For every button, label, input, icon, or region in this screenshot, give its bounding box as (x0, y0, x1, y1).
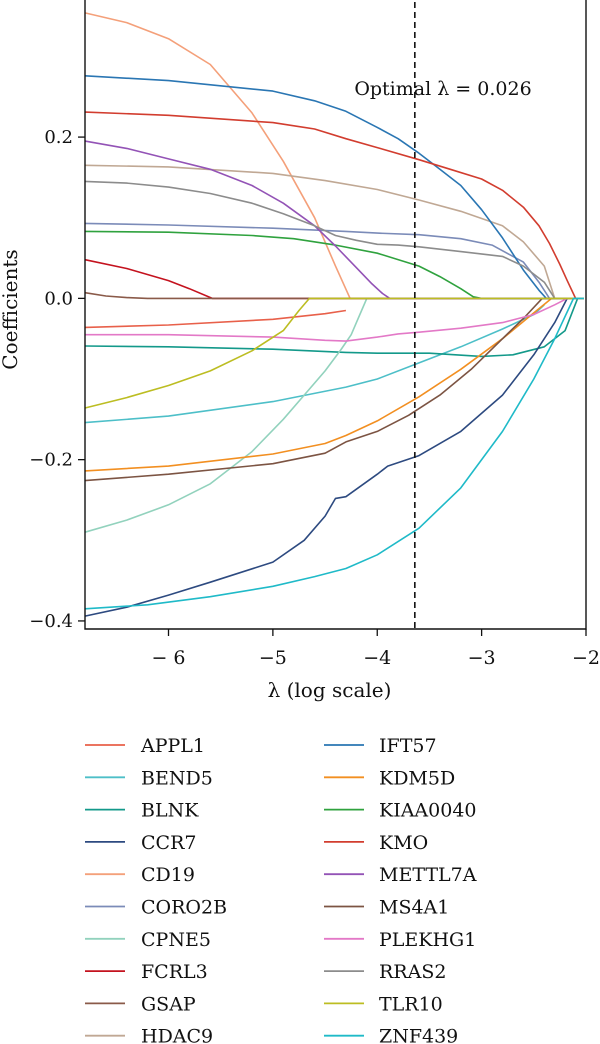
x-tick-label: −2 (572, 647, 600, 669)
legend-item-ms4a1: MS4A1 (324, 897, 449, 919)
legend-item-plekhg1: PLEKHG1 (324, 929, 476, 951)
legend-item-kiaa0040: KIAA0040 (324, 800, 477, 822)
legend-item-gsap: GSAP (85, 993, 196, 1015)
series-line-cd19 (84, 12, 584, 300)
legend-label: FCRL3 (141, 961, 208, 983)
x-tick-label: −4 (363, 647, 391, 669)
axes: − 6 −5 −4 −3 −2 −0.4 −0.2 0.0 0.2 λ (log scale) Co… (0, 0, 600, 702)
legend-label: HDAC9 (141, 1026, 213, 1044)
legend-item-hdac9: HDAC9 (85, 1026, 213, 1044)
optimal-lambda-annotation: Optimal λ = 0.026 (354, 78, 531, 100)
y-tick-label: 0.0 (44, 288, 73, 309)
series-line-coro2b (84, 222, 584, 300)
series-line-ift57 (84, 75, 584, 300)
legend-item-znf439: ZNF439 (324, 1026, 458, 1044)
legend-label: APPL1 (140, 735, 205, 757)
series-line-ms4a1 (84, 297, 584, 482)
legend-item-mettl7a: METTL7A (324, 864, 477, 886)
legend-item-ift57: IFT57 (324, 735, 437, 757)
series-line-kdm5d (84, 297, 584, 472)
legend-label: ZNF439 (379, 1026, 458, 1044)
y-tick-label: 0.2 (44, 127, 73, 148)
series-line-kmo (84, 111, 584, 300)
legend-label: PLEKHG1 (379, 929, 476, 951)
series-line-gsap (84, 291, 584, 300)
legend-label: CCR7 (141, 832, 196, 854)
series-line-kiaa0040 (84, 230, 584, 300)
legend-label: KIAA0040 (379, 800, 477, 822)
series-line-plekhg1 (85, 297, 584, 342)
legend-item-cpne5: CPNE5 (85, 929, 211, 951)
legend-label: CORO2B (141, 897, 227, 919)
series-line-znf439 (84, 297, 584, 610)
legend-item-coro2b: CORO2B (85, 897, 227, 919)
series-line-appl1 (84, 309, 347, 329)
legend-item-fcrl3: FCRL3 (85, 961, 208, 983)
legend-item-bend5: BEND5 (85, 767, 213, 789)
x-tick-label: − 6 (151, 647, 185, 669)
y-tick-label: −0.2 (29, 450, 73, 471)
legend-label: GSAP (141, 993, 196, 1015)
legend-item-rras2: RRAS2 (324, 961, 446, 983)
legend-item-appl1: APPL1 (85, 735, 205, 757)
legend-label: BLNK (141, 800, 199, 822)
legend-item-ccr7: CCR7 (85, 832, 196, 854)
series-line-bend5 (84, 304, 545, 424)
legend-label: IFT57 (379, 735, 437, 757)
x-tick-label: −5 (259, 647, 287, 669)
legend-item-kmo: KMO (324, 832, 428, 854)
series-line-hdac9 (84, 164, 584, 300)
series-line-rras2 (84, 180, 584, 300)
series-line-ccr7 (84, 297, 584, 617)
plot-area: Optimal λ = 0.026 (84, 2, 584, 629)
series-line-mettl7a (84, 140, 584, 300)
plot-frame (84, 0, 587, 630)
legend-label: METTL7A (379, 864, 477, 886)
legend-label: RRAS2 (379, 961, 446, 983)
legend-label: BEND5 (141, 767, 213, 789)
x-axis-label: λ (log scale) (268, 678, 392, 702)
legend-label: CPNE5 (141, 929, 211, 951)
legend: APPL1 BEND5 BLNK CCR7 CD19 CORO2B CPNE5 FCRL3 GS… (85, 735, 477, 1044)
legend-label: CD19 (141, 864, 195, 886)
y-tick-label: −0.4 (29, 611, 73, 632)
y-axis-label: Coefficients (0, 249, 22, 369)
legend-item-tlr10: TLR10 (324, 993, 443, 1015)
legend-item-blnk: BLNK (85, 800, 199, 822)
legend-label: MS4A1 (379, 897, 449, 919)
series-line-cpne5 (84, 297, 584, 533)
series-line-blnk (84, 297, 584, 358)
legend-item-cd19: CD19 (85, 864, 195, 886)
legend-label: KDM5D (379, 767, 455, 789)
x-tick-label: −3 (468, 647, 496, 669)
legend-label: TLR10 (379, 993, 443, 1015)
legend-item-kdm5d: KDM5D (324, 767, 455, 789)
series-line-tlr10 (84, 297, 584, 409)
legend-label: KMO (379, 832, 428, 854)
